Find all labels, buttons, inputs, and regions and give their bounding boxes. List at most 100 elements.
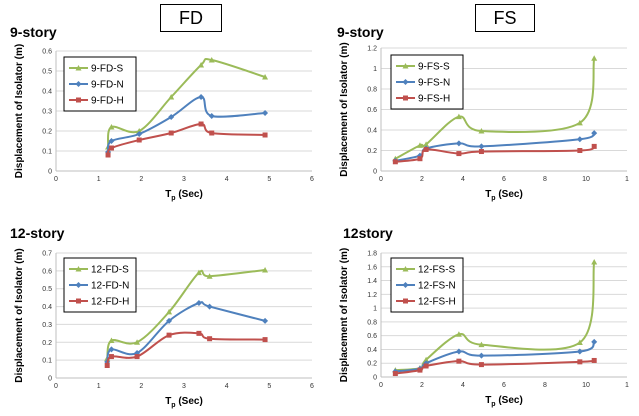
data-point (168, 94, 175, 100)
legend-label: 9-FD-S (91, 64, 124, 75)
y-tick-label: 0 (373, 375, 377, 382)
legend-label: 12-FS-H (418, 297, 456, 308)
x-tick-label: 5 (267, 383, 271, 390)
x-axis-label-sub: p (491, 401, 495, 408)
x-tick-label: 4 (461, 176, 465, 183)
data-point (206, 273, 213, 279)
x-axis-label-unit: (Sec) (496, 189, 523, 200)
y-tick-label: 0.6 (42, 268, 52, 275)
x-axis-label: Tp (Sec) (165, 396, 203, 409)
data-point (136, 131, 143, 137)
chart-9-story-fd: 9-story 0 0.1 0.2 0.3 0.4 0.5 0.6 0 1 2 3 4 5 6 Displac… (10, 24, 314, 202)
data-point (591, 258, 598, 265)
data-point (134, 354, 140, 360)
y-tick-label: 1.2 (367, 292, 377, 299)
y-axis-label: Displacement of Isolator (m) (14, 248, 25, 382)
y-tick-label: 0.2 (367, 148, 377, 155)
data-point (478, 128, 485, 134)
x-tick-label: 2 (420, 382, 424, 389)
y-tick-label: 1.2 (367, 46, 377, 53)
x-tick-label: 1 (625, 382, 629, 389)
chart-title: 9-story (10, 24, 57, 40)
data-point (478, 143, 485, 150)
y-tick-label: 0.4 (42, 304, 52, 311)
x-tick-label: 5 (267, 176, 271, 183)
legend-marker (76, 298, 81, 304)
data-point (262, 337, 268, 343)
data-point (576, 119, 583, 126)
data-point (198, 94, 205, 100)
legend-label: 9-FS-S (418, 62, 450, 73)
data-point (591, 55, 598, 61)
data-point (455, 113, 462, 120)
data-point (198, 62, 205, 68)
data-point (591, 130, 598, 137)
data-point (108, 346, 115, 353)
legend-marker (75, 65, 82, 71)
x-tick-label: 3 (182, 383, 186, 390)
data-point (455, 140, 462, 147)
y-tick-label: 1.8 (367, 251, 377, 258)
data-point (134, 339, 141, 345)
y-tick-label: 0.8 (367, 87, 377, 94)
y-tick-label: 0 (48, 376, 52, 383)
y-tick-label: 1.6 (367, 264, 377, 271)
data-point (166, 308, 173, 315)
legend-marker (76, 97, 81, 103)
y-tick-label: 0.6 (367, 333, 377, 340)
data-point (591, 143, 597, 149)
data-point (136, 128, 143, 134)
x-axis-label-sub: p (491, 195, 495, 202)
x-tick-label: 3 (182, 176, 186, 183)
x-tick-label: 6 (502, 176, 506, 183)
y-tick-label: 0.8 (367, 319, 377, 326)
chart-12-story-fd: 12-story 0 0.1 0.2 0.3 0.4 0.5 0.6 0.7 0 1 2 3 4 5 6 Dis… (10, 225, 314, 409)
data-point (168, 130, 174, 136)
data-point (198, 121, 204, 127)
data-point (423, 356, 430, 363)
y-tick-label: 0.4 (367, 128, 377, 135)
data-point (456, 358, 462, 364)
fs-header: FS (475, 4, 535, 32)
y-tick-label: 0.5 (42, 286, 52, 293)
y-tick-label: 1.4 (367, 278, 377, 285)
y-tick-label: 1 (373, 66, 377, 73)
y-tick-label: 1 (373, 306, 377, 313)
x-tick-label: 8 (543, 176, 547, 183)
x-tick-label: 4 (461, 382, 465, 389)
data-point (478, 341, 485, 348)
legend-marker (75, 282, 82, 288)
legend-label: 9-FD-H (91, 96, 124, 107)
legend-marker (402, 63, 409, 69)
data-point (576, 136, 583, 143)
data-point (417, 367, 423, 373)
y-tick-label: 0.6 (367, 107, 377, 114)
data-point (209, 130, 215, 136)
legend-marker (403, 95, 408, 101)
y-axis-label: Displacement of Isolator (m) (339, 248, 350, 382)
data-point (208, 113, 215, 119)
data-point (108, 354, 114, 360)
data-point (423, 141, 430, 147)
y-tick-label: 0.2 (367, 361, 377, 368)
data-point (455, 348, 462, 355)
chart-12-story-fs: 12story 0 0.2 0.4 0.6 0.8 1 1.2 1.4 1.6 1.8 0 2 4 6 8 10… (339, 225, 629, 408)
y-tick-label: 0.1 (42, 149, 52, 156)
x-axis-label-sub: p (171, 402, 175, 409)
y-tick-label: 0 (48, 169, 52, 176)
legend-label: 12-FD-H (91, 297, 129, 308)
data-point (478, 149, 484, 155)
legend-label: 12-FS-S (418, 265, 456, 276)
x-tick-label: 10 (582, 382, 590, 389)
fd-header-label: FD (179, 7, 203, 28)
data-point (416, 142, 423, 148)
series-line-H (107, 122, 266, 156)
chart-title: 12story (343, 225, 393, 241)
x-tick-label: 0 (54, 383, 58, 390)
legend-marker (402, 282, 409, 288)
y-tick-label: 0.4 (367, 347, 377, 354)
x-tick-label: 6 (310, 383, 314, 390)
x-axis-label: Tp (Sec) (165, 189, 203, 202)
x-tick-label: 6 (310, 176, 314, 183)
x-tick-label: 4 (225, 176, 229, 183)
